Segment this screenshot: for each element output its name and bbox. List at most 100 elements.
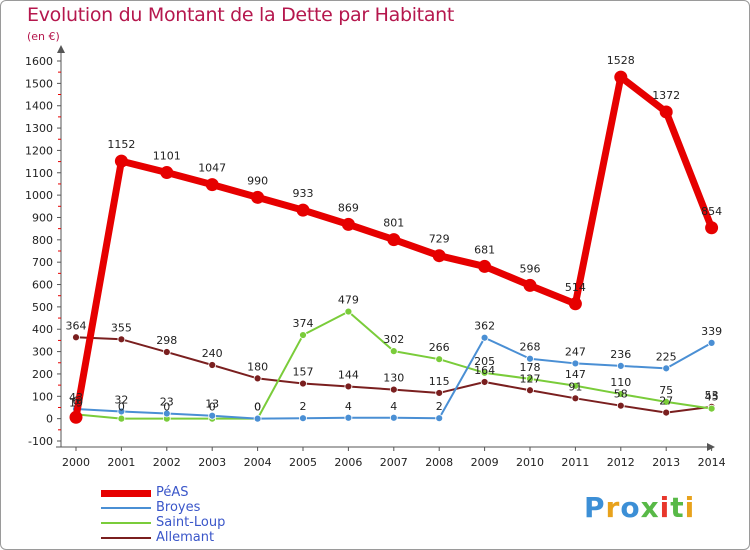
data-label: 801 <box>383 217 404 230</box>
data-point <box>662 397 671 406</box>
data-label: 0 <box>118 401 125 414</box>
logo-letter: P <box>584 491 606 524</box>
data-point <box>344 382 353 391</box>
data-label: 144 <box>338 368 359 381</box>
data-point <box>208 411 217 420</box>
data-point <box>435 414 444 423</box>
data-label: 990 <box>247 174 268 187</box>
data-label: 1528 <box>607 54 635 67</box>
data-point <box>705 221 719 235</box>
data-label: 130 <box>383 372 404 385</box>
data-label: 729 <box>429 233 450 246</box>
data-point <box>72 333 80 342</box>
data-point <box>208 361 217 369</box>
x-tick-label: 2014 <box>698 456 726 469</box>
data-label: 115 <box>429 375 450 388</box>
data-label: 374 <box>293 317 314 330</box>
y-tick-label: 1500 <box>25 77 53 90</box>
x-tick-label: 2003 <box>198 456 226 469</box>
logo-letter: i <box>659 491 671 524</box>
data-point <box>526 354 534 363</box>
y-tick-label: 600 <box>32 279 53 292</box>
data-label: 127 <box>520 372 541 385</box>
data-label: 1372 <box>652 89 680 102</box>
data-point <box>253 414 262 423</box>
data-label: 236 <box>610 348 631 361</box>
data-point <box>571 394 580 403</box>
legend-label-allemant: Allemant <box>156 530 215 545</box>
data-label: 362 <box>474 320 495 333</box>
data-label: 514 <box>565 281 586 294</box>
data-label: 4 <box>390 400 397 413</box>
data-label: 27 <box>659 395 673 408</box>
y-tick-label: 200 <box>32 368 53 381</box>
data-label: 147 <box>565 368 586 381</box>
data-point <box>341 217 355 231</box>
data-label: 933 <box>293 187 314 200</box>
data-label: 268 <box>520 341 541 354</box>
data-point <box>205 178 219 192</box>
data-label: 1101 <box>153 150 181 163</box>
data-point <box>568 297 582 311</box>
y-tick-label: 500 <box>32 301 53 314</box>
data-point <box>299 414 307 423</box>
x-tick-label: 2013 <box>652 456 680 469</box>
legend-label-peas: PéAS <box>156 485 189 500</box>
y-tick-label: 800 <box>32 234 53 247</box>
data-label: 854 <box>701 205 722 218</box>
data-label: 6 <box>73 394 80 407</box>
data-point <box>523 278 537 292</box>
data-point <box>480 368 489 377</box>
y-tick-label: 700 <box>32 256 53 269</box>
legend-swatch-peas <box>101 490 151 497</box>
logo-letter: t <box>670 491 685 524</box>
data-point <box>616 361 625 370</box>
data-label: 4 <box>345 400 352 413</box>
x-tick-label: 2000 <box>62 456 90 469</box>
logo-letter: x <box>640 491 660 524</box>
logo-letter: r <box>605 491 621 524</box>
data-point <box>389 413 398 422</box>
data-label: 0 <box>254 401 261 414</box>
data-label: 364 <box>66 319 87 332</box>
y-tick-label: 400 <box>32 323 53 336</box>
data-label: 240 <box>202 347 223 360</box>
data-point <box>344 307 353 316</box>
data-point <box>571 359 580 368</box>
y-tick-label: 1600 <box>25 55 53 68</box>
x-tick-label: 2012 <box>607 456 635 469</box>
data-point <box>114 154 128 168</box>
x-tick-label: 2005 <box>289 456 317 469</box>
x-tick-label: 2011 <box>561 456 589 469</box>
data-label: 596 <box>520 262 541 275</box>
data-label: 247 <box>565 345 586 358</box>
data-label: 13 <box>205 398 219 411</box>
data-label: 0 <box>209 401 216 414</box>
data-label: 1152 <box>107 138 135 151</box>
data-label: 302 <box>383 333 404 346</box>
data-point <box>571 381 580 390</box>
y-tick-label: -100 <box>28 435 53 448</box>
data-label: 205 <box>474 355 495 368</box>
data-point <box>435 389 444 397</box>
y-tick-label: 1100 <box>25 167 53 180</box>
data-point <box>299 331 307 339</box>
data-point <box>480 333 489 342</box>
y-axis-arrow <box>57 45 65 53</box>
y-tick-label: 1300 <box>25 122 53 135</box>
y-tick-label: 300 <box>32 346 53 359</box>
data-point <box>389 385 398 394</box>
data-label: 355 <box>111 321 132 334</box>
legend-label-broyes: Broyes <box>156 500 201 515</box>
data-point <box>162 409 171 418</box>
data-label: 681 <box>474 243 495 256</box>
data-point <box>251 190 265 204</box>
data-point <box>117 407 126 416</box>
data-point <box>616 401 625 410</box>
data-label: 298 <box>156 334 177 347</box>
data-point <box>662 364 671 373</box>
y-tick-label: 1200 <box>25 144 53 157</box>
x-tick-label: 2001 <box>107 456 135 469</box>
